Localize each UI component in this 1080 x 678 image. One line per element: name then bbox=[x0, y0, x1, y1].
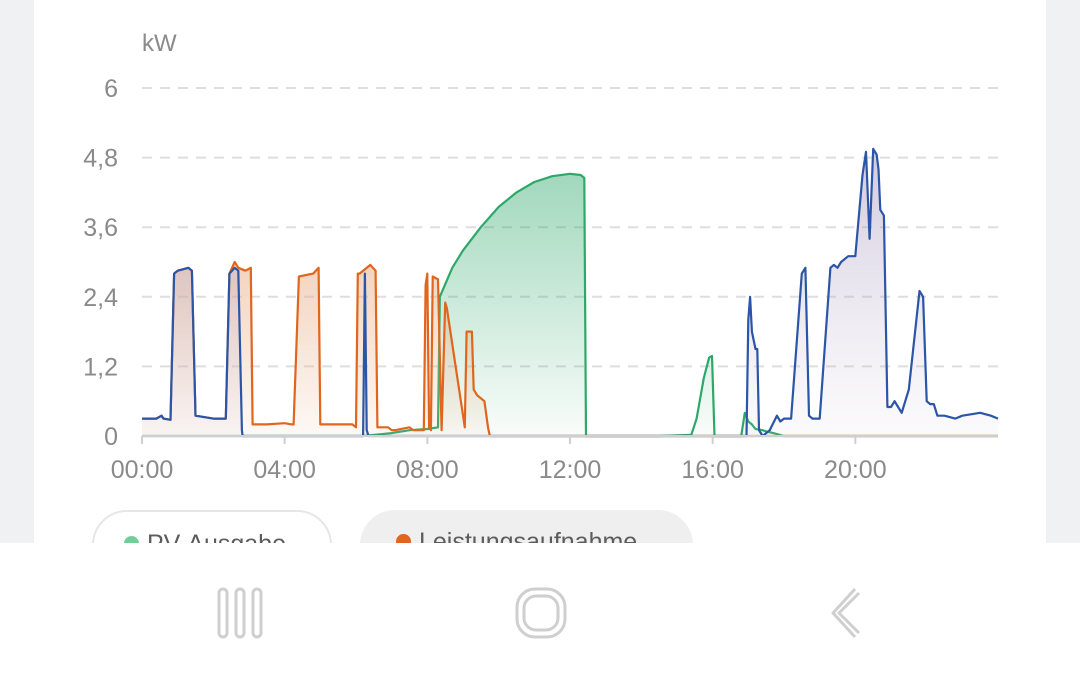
legend-chip-pv[interactable]: PV-Ausgabe bbox=[92, 510, 332, 543]
legend-label-pv: PV-Ausgabe bbox=[147, 530, 286, 543]
series-pv-area bbox=[142, 173, 998, 437]
y-tick-label: 6 bbox=[104, 75, 118, 103]
series-grid-line bbox=[142, 147, 999, 438]
chart-card: kW 0 1,2 2,4 3,6 4,8 6 00:00 04:00 08:00 12:00 16:… bbox=[34, 0, 1046, 543]
recents-icon[interactable] bbox=[210, 583, 270, 643]
legend-dot-pv bbox=[124, 536, 139, 543]
y-tick-label: 2,4 bbox=[83, 284, 118, 312]
y-unit-label: kW bbox=[142, 30, 177, 57]
series-grid-area bbox=[142, 148, 998, 436]
legend-chip-load[interactable]: Leistungsaufnahme bbox=[360, 510, 693, 543]
x-tick-label: 04:00 bbox=[253, 456, 316, 484]
y-tick-label: 3,6 bbox=[83, 214, 118, 242]
system-navigation-bar bbox=[0, 543, 1080, 678]
y-tick-label: 0 bbox=[104, 423, 118, 451]
home-icon[interactable] bbox=[511, 583, 571, 643]
x-tick-label: 20:00 bbox=[824, 456, 887, 484]
y-tick-label: 1,2 bbox=[83, 353, 118, 381]
x-tick-label: 00:00 bbox=[111, 456, 174, 484]
power-chart: 0 1,2 2,4 3,6 4,8 6 00:00 04:00 08:00 12:00 16:00 2… bbox=[83, 75, 999, 484]
y-tick-label: 4,8 bbox=[83, 145, 118, 173]
x-tick-label: 08:00 bbox=[396, 456, 459, 484]
axes: 0 1,2 2,4 3,6 4,8 6 00:00 04:00 08:00 12:00 16:00 2… bbox=[83, 75, 998, 484]
x-tick-label: 16:00 bbox=[681, 456, 744, 484]
legend-dot-load bbox=[396, 534, 411, 543]
x-tick-label: 12:00 bbox=[539, 456, 602, 484]
series-layer bbox=[142, 147, 999, 438]
back-icon[interactable] bbox=[815, 583, 875, 643]
legend-label-load: Leistungsaufnahme bbox=[419, 528, 638, 543]
